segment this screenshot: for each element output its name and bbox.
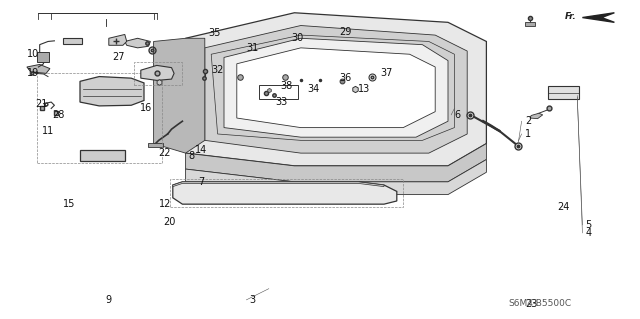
Bar [80, 150, 125, 161]
Text: 11: 11 [42, 126, 54, 136]
Text: 21: 21 [35, 99, 47, 109]
Text: 28: 28 [52, 110, 65, 120]
Text: Fr.: Fr. [564, 12, 576, 21]
Text: 35: 35 [208, 28, 220, 39]
Text: 36: 36 [339, 73, 351, 83]
Text: 6: 6 [454, 110, 461, 120]
Text: 4: 4 [586, 228, 592, 238]
Bar [148, 143, 163, 147]
Text: 15: 15 [63, 199, 75, 209]
Text: 27: 27 [112, 52, 125, 63]
Text: 24: 24 [557, 202, 569, 212]
Text: 34: 34 [307, 84, 319, 94]
Text: 5: 5 [586, 220, 592, 230]
Text: 20: 20 [163, 217, 175, 227]
Text: 14: 14 [195, 145, 207, 155]
Text: 33: 33 [275, 97, 287, 107]
Text: 22: 22 [159, 148, 172, 158]
Bar [63, 38, 82, 44]
Text: S6M4-B5500C: S6M4-B5500C [509, 299, 572, 308]
Bar [37, 52, 49, 62]
Polygon shape [186, 144, 486, 182]
Polygon shape [80, 77, 144, 106]
Text: 38: 38 [280, 81, 292, 91]
Bar [37, 73, 162, 163]
Bar [134, 62, 182, 85]
Polygon shape [109, 34, 127, 45]
Polygon shape [582, 13, 614, 22]
Text: 13: 13 [358, 84, 371, 94]
Text: 19: 19 [27, 68, 39, 78]
Text: 7: 7 [198, 177, 205, 187]
Text: 23: 23 [525, 299, 537, 309]
Text: 8: 8 [189, 151, 195, 161]
Text: 12: 12 [159, 199, 171, 209]
Bar [170, 179, 403, 207]
Polygon shape [125, 38, 150, 48]
Polygon shape [237, 48, 435, 128]
Text: 31: 31 [246, 43, 259, 53]
Polygon shape [224, 38, 448, 137]
Text: 3: 3 [250, 295, 256, 305]
Text: 30: 30 [291, 33, 303, 43]
Polygon shape [205, 26, 467, 153]
Text: 10: 10 [27, 49, 39, 59]
Text: 2: 2 [525, 116, 531, 126]
Polygon shape [141, 65, 174, 80]
Bar [548, 86, 579, 99]
Text: 16: 16 [140, 103, 152, 114]
Bar [259, 85, 298, 99]
Text: 29: 29 [339, 27, 351, 37]
Polygon shape [154, 38, 205, 153]
Text: 32: 32 [211, 65, 223, 75]
Polygon shape [27, 64, 50, 73]
Polygon shape [173, 182, 384, 187]
Polygon shape [530, 113, 543, 119]
Text: 1: 1 [525, 129, 531, 139]
Polygon shape [173, 182, 397, 204]
Polygon shape [186, 160, 486, 195]
Text: 9: 9 [106, 295, 112, 305]
Polygon shape [186, 13, 486, 166]
Text: 37: 37 [381, 68, 393, 78]
Bar [525, 22, 535, 26]
